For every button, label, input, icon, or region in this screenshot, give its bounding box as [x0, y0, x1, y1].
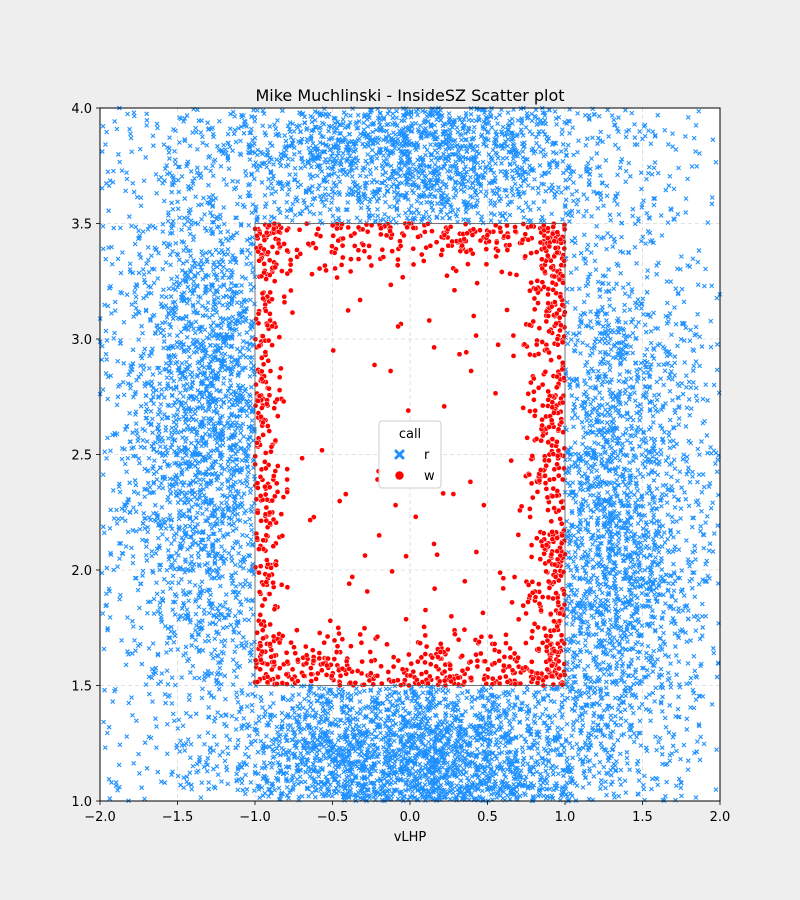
- chart-title: Mike Muchlinski - InsideSZ Scatter plot: [255, 86, 564, 105]
